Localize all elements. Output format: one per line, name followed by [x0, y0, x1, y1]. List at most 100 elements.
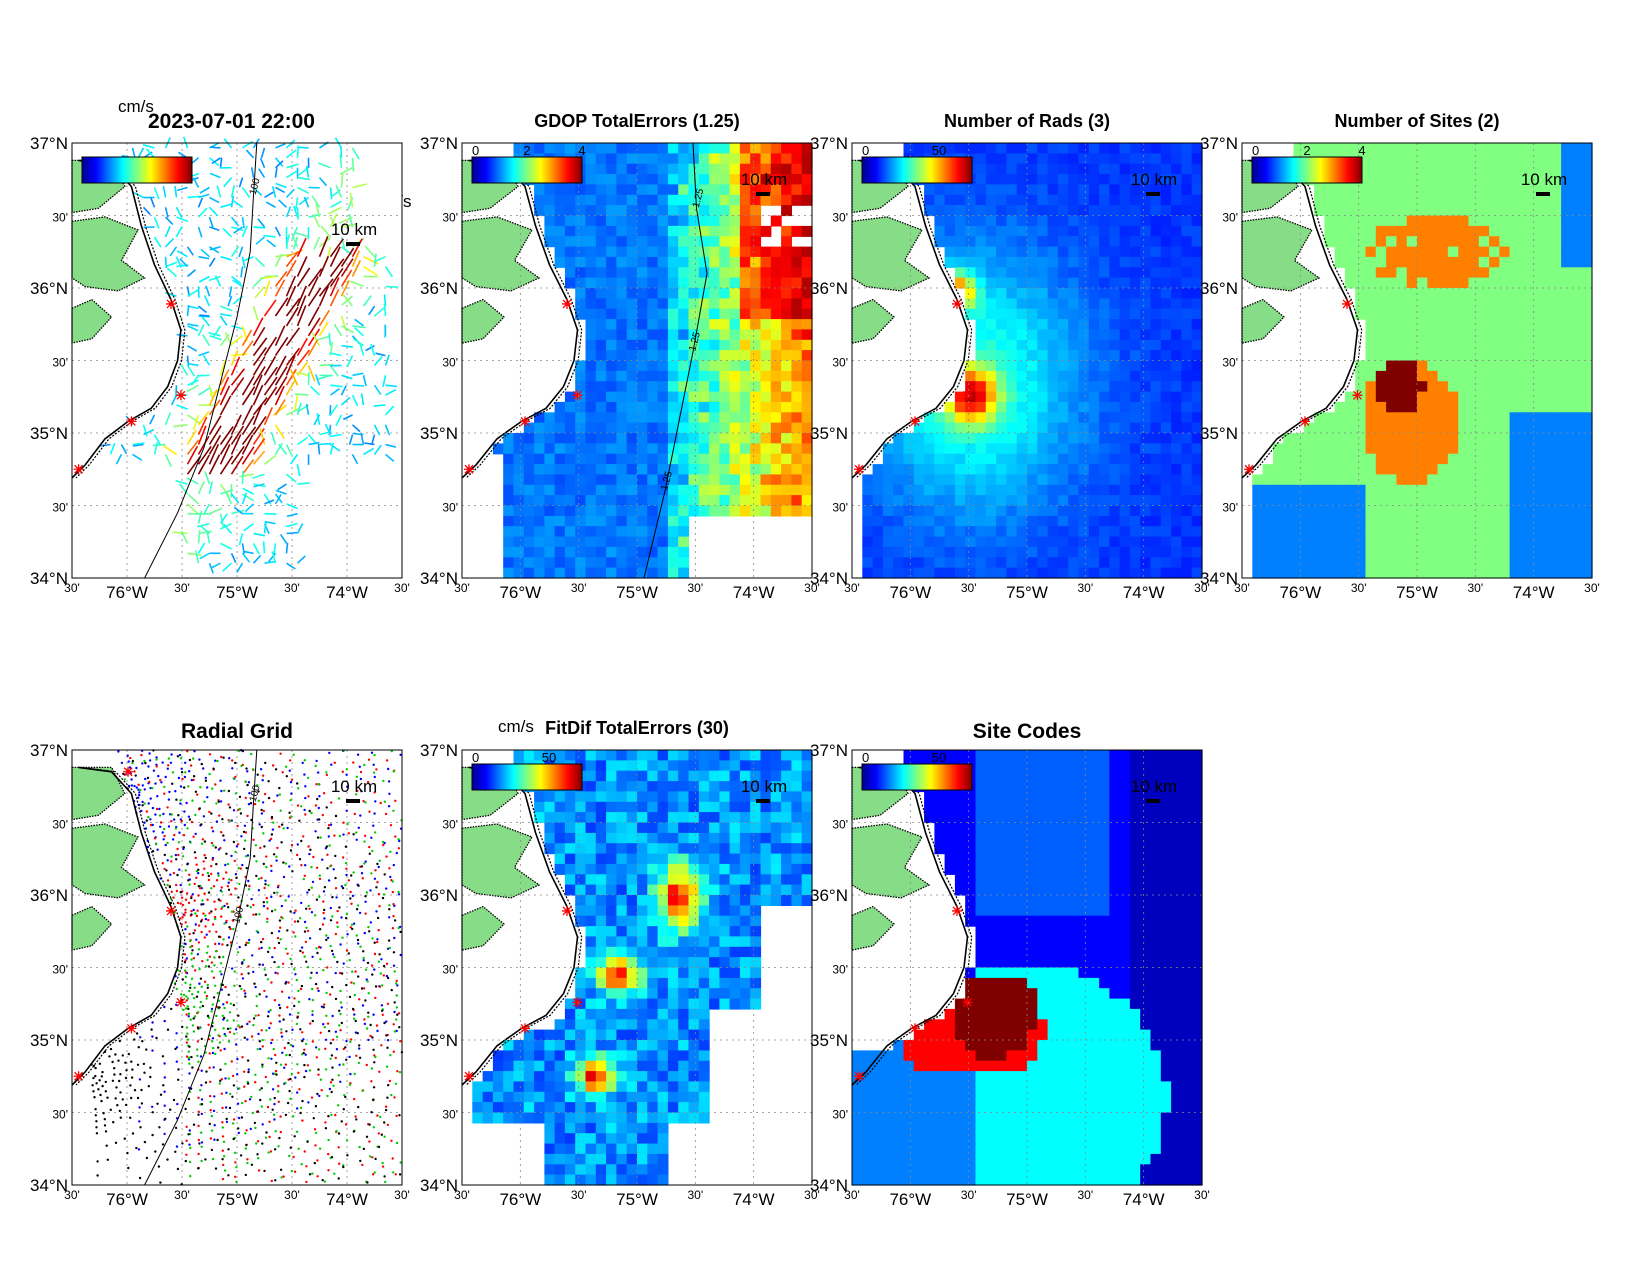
radar-site-marker: [1352, 390, 1363, 401]
grid-cell: [893, 505, 905, 517]
grid-cell: [1447, 329, 1459, 341]
grid-cell: [1396, 567, 1408, 579]
grid-cell: [647, 433, 659, 444]
grid-cell: [1047, 567, 1059, 579]
grid-cell: [1109, 256, 1121, 268]
grid-cell: [1437, 391, 1449, 403]
grid-cell: [1171, 443, 1182, 455]
current-vector: [333, 323, 343, 337]
grid-cell: [1160, 339, 1172, 351]
grid-cell: [1355, 412, 1367, 424]
grid-cell: [1334, 401, 1346, 413]
current-vector: [199, 314, 210, 317]
grid-cell: [1129, 350, 1141, 362]
grid-cell: [698, 350, 710, 362]
grid-cell: [1037, 557, 1049, 569]
radial-grid-point: [249, 1127, 252, 1131]
grid-cell: [882, 546, 894, 558]
grid-cell: [1314, 505, 1325, 517]
grid-cell: [1006, 194, 1018, 206]
grid-cell: [975, 174, 987, 186]
radial-grid-point: [369, 921, 373, 924]
grid-cell: [1375, 184, 1387, 196]
grid-cell: [513, 433, 525, 444]
grid-cell: [1437, 163, 1449, 175]
radial-grid-point: [334, 887, 338, 890]
grid-cell: [1181, 215, 1193, 227]
grid-cell: [1314, 194, 1325, 206]
grid-cell: [1037, 329, 1049, 341]
grid-cell: [801, 184, 813, 196]
current-vector: [353, 326, 365, 337]
grid-cell: [1458, 153, 1470, 165]
grid-cell: [575, 401, 587, 413]
grid-cell: [1386, 526, 1397, 538]
radial-grid-point: [369, 889, 372, 892]
radial-grid-point: [248, 884, 251, 888]
grid-cell: [975, 391, 987, 403]
grid-cell: [1519, 256, 1531, 268]
grid-cell: [1171, 236, 1182, 248]
grid-cell: [1478, 422, 1490, 434]
grid-cell: [1160, 536, 1172, 548]
grid-cell: [1109, 495, 1121, 507]
current-vector: [241, 434, 254, 455]
radial-grid-point: [149, 818, 152, 821]
grid-cell: [1099, 546, 1110, 558]
current-vector: [275, 186, 286, 194]
grid-cell: [1571, 298, 1583, 310]
grid-cell: [1324, 536, 1336, 548]
grid-cell: [1509, 184, 1521, 196]
grid-cell: [750, 174, 762, 186]
grid-cell: [1375, 484, 1387, 496]
grid-cell: [1530, 557, 1542, 569]
grid-cell: [801, 277, 813, 289]
current-vector: [142, 144, 155, 149]
current-vector: [373, 444, 382, 455]
radial-grid-point: [143, 821, 146, 824]
grid-cell: [944, 536, 956, 548]
grid-cell: [667, 215, 679, 227]
grid-cell: [1068, 205, 1080, 217]
grid-cell: [1437, 401, 1449, 413]
radial-grid-point: [364, 912, 367, 915]
grid-cell: [719, 308, 731, 320]
grid-cell: [647, 484, 659, 496]
grid-cell: [1129, 422, 1141, 434]
current-vector: [297, 146, 309, 149]
grid-cell: [1489, 215, 1500, 227]
current-vector: [208, 389, 218, 406]
grid-cell: [616, 277, 628, 289]
grid-cell: [678, 267, 690, 279]
grid-cell: [657, 163, 669, 175]
grid-cell: [667, 319, 679, 331]
radial-grid-point: [171, 838, 175, 841]
grid-cell: [1140, 184, 1152, 196]
current-vector: [205, 285, 211, 297]
current-vector: [255, 236, 266, 245]
radial-grid-point: [245, 941, 248, 944]
grid-cell: [1499, 360, 1511, 372]
radial-grid-point: [200, 1098, 204, 1101]
current-vector: [384, 453, 395, 463]
grid-cell: [1386, 225, 1397, 237]
grid-cell: [534, 184, 545, 196]
grid-cell: [1099, 143, 1110, 154]
grid-cell: [1489, 246, 1500, 258]
radial-grid-point: [188, 1129, 191, 1132]
current-vector: [351, 260, 362, 277]
radial-grid-point: [375, 768, 378, 771]
grid-cell: [1027, 350, 1038, 362]
radial-grid-point: [350, 1038, 353, 1041]
grid-cell: [1519, 215, 1531, 227]
grid-cell: [1386, 412, 1397, 424]
grid-cell: [1581, 288, 1593, 299]
grid-cell: [760, 174, 772, 186]
grid-cell: [616, 464, 628, 476]
grid-cell: [719, 329, 731, 341]
current-vector: [192, 177, 200, 188]
grid-cell: [1365, 433, 1377, 444]
radial-grid-point: [151, 1021, 154, 1024]
grid-cell: [739, 205, 751, 217]
grid-cell: [1489, 277, 1500, 289]
